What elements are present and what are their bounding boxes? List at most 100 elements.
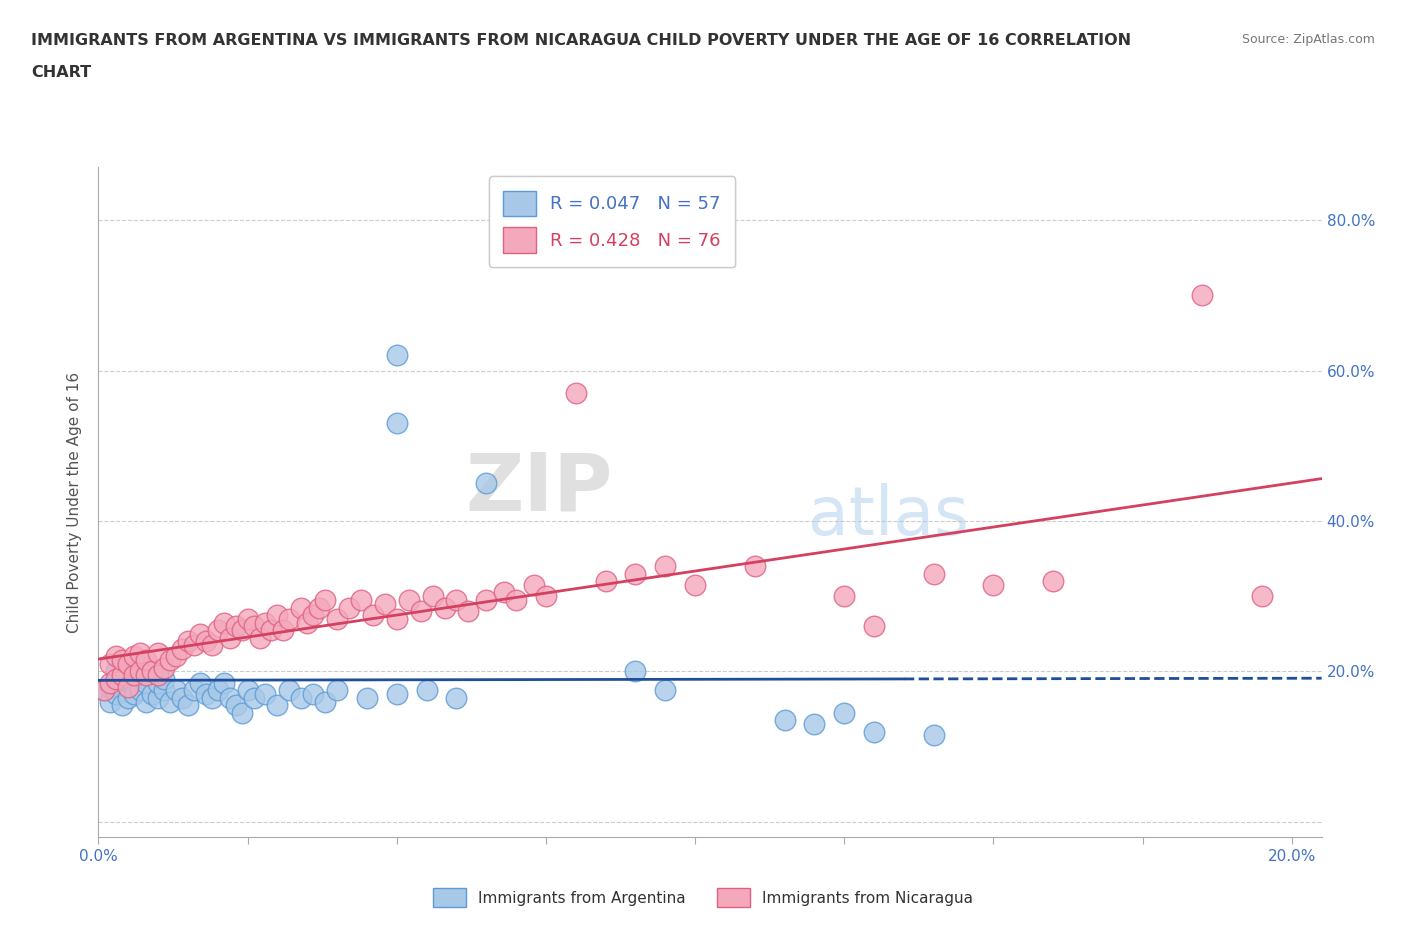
Point (326, 611, 349, 626)
Point (188, 675, 211, 690)
Text: atlas: atlas (808, 483, 969, 549)
Point (266, 607, 288, 622)
Point (141, 664, 163, 679)
Point (159, 694, 181, 709)
Point (207, 683, 229, 698)
Point (1191, 288, 1213, 303)
Point (683, 578, 706, 592)
Point (194, 634, 217, 649)
Point (188, 627, 211, 642)
Point (218, 631, 240, 645)
Point (218, 690, 240, 705)
Point (302, 686, 325, 701)
Point (135, 694, 157, 709)
Point (337, 600, 360, 615)
Point (194, 686, 217, 701)
Point (177, 634, 200, 649)
Point (983, 578, 1005, 592)
Point (122, 664, 145, 679)
Point (122, 668, 145, 683)
Point (98, 694, 121, 709)
Point (744, 559, 766, 574)
Point (446, 690, 468, 705)
Legend: R = 0.047   N = 57, R = 0.428   N = 76: R = 0.047 N = 57, R = 0.428 N = 76 (489, 177, 735, 267)
Point (146, 668, 169, 683)
Point (595, 574, 617, 589)
Point (153, 683, 176, 698)
Point (624, 566, 647, 581)
Point (170, 642, 193, 657)
Point (146, 645, 169, 660)
Point (111, 653, 134, 668)
Point (135, 675, 157, 690)
Point (93, 683, 115, 698)
Point (165, 649, 187, 664)
Point (1042, 574, 1064, 589)
Point (122, 649, 145, 664)
Point (117, 690, 139, 705)
Point (177, 698, 200, 712)
Text: ZIP: ZIP (465, 450, 612, 528)
Point (117, 679, 139, 694)
Point (111, 668, 134, 683)
Point (141, 686, 163, 701)
Text: Source: ZipAtlas.com: Source: ZipAtlas.com (1241, 33, 1375, 46)
Point (129, 683, 152, 698)
Point (475, 592, 498, 607)
Point (278, 611, 301, 626)
Point (135, 653, 157, 668)
Point (494, 585, 516, 600)
Point (153, 671, 176, 686)
Point (422, 589, 444, 604)
Point (254, 615, 277, 630)
Point (565, 386, 588, 401)
Point (326, 683, 349, 698)
Point (290, 690, 312, 705)
Y-axis label: Child Poverty Under the Age of 16: Child Poverty Under the Age of 16 (67, 372, 83, 632)
Point (302, 607, 325, 622)
Point (385, 348, 408, 363)
Point (290, 600, 312, 615)
Point (361, 607, 384, 622)
Point (922, 566, 945, 581)
Point (534, 589, 557, 604)
Point (170, 690, 193, 705)
Point (122, 686, 145, 701)
Point (146, 675, 169, 690)
Point (105, 671, 128, 686)
Point (922, 728, 945, 743)
Point (212, 615, 235, 630)
Point (254, 686, 277, 701)
Point (374, 596, 396, 611)
Text: CHART: CHART (31, 65, 91, 80)
Point (863, 618, 886, 633)
Point (398, 592, 420, 607)
Point (201, 638, 224, 653)
Point (832, 706, 855, 721)
Point (803, 717, 825, 732)
Point (231, 706, 253, 721)
Point (266, 698, 288, 712)
Point (433, 600, 456, 615)
Point (350, 592, 373, 607)
Point (446, 592, 468, 607)
Point (207, 623, 229, 638)
Point (314, 592, 336, 607)
Point (523, 578, 546, 592)
Point (475, 476, 498, 491)
Point (153, 660, 176, 675)
Point (314, 694, 336, 709)
Point (1251, 589, 1274, 604)
Point (117, 657, 139, 671)
Point (356, 690, 378, 705)
Point (249, 631, 271, 645)
Point (242, 618, 264, 633)
Point (105, 664, 128, 679)
Point (93, 683, 115, 698)
Point (129, 668, 152, 683)
Point (273, 623, 295, 638)
Point (385, 686, 408, 701)
Point (98, 657, 121, 671)
Point (183, 683, 205, 698)
Point (111, 671, 134, 686)
